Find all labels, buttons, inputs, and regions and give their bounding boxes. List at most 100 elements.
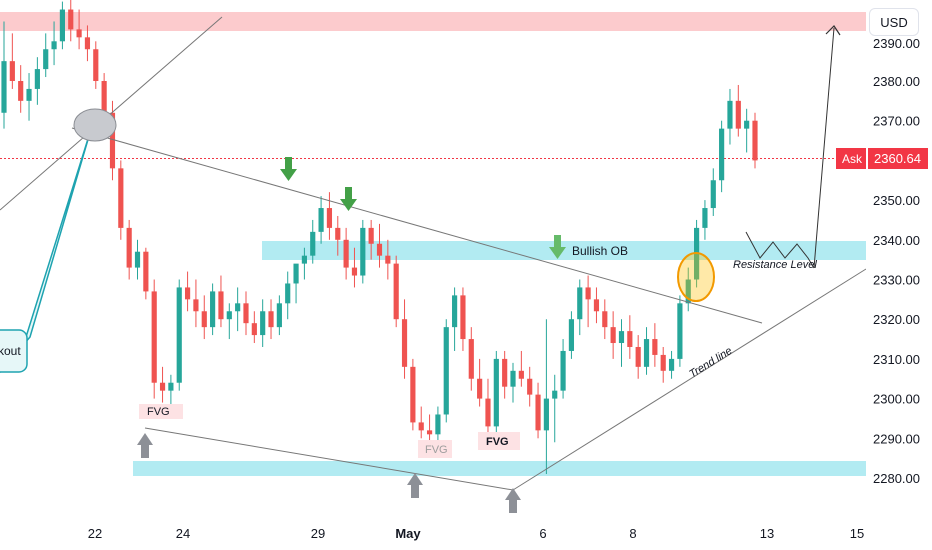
candle-up [552,390,558,399]
candle-up [435,414,441,435]
candle-up [577,287,583,320]
time-tick-label: 6 [539,526,546,541]
candle-up [301,255,307,264]
fvg-label-bg-1 [139,404,183,419]
fvg-label-bg-2 [418,440,452,458]
candle-down [126,227,132,268]
candle-up [510,370,516,387]
candle-up [285,283,291,304]
candle-down [652,339,658,355]
green-down-arrow [549,235,566,259]
candle-down [335,227,341,240]
candle-down [93,49,99,81]
currency-label: USD [880,14,908,30]
candle-down [268,311,274,328]
candle-up [43,49,49,70]
candle-up [226,311,232,320]
candle-down [593,299,600,312]
price-tick-label: 2300.00 [873,392,920,407]
breakout-circle [73,108,117,142]
candle-down [635,346,641,367]
upper-trend-line [71,127,763,324]
candle-down [735,100,741,129]
candle-down [468,339,474,379]
candle-down [385,255,391,264]
candle-up [293,263,299,284]
candle-down [326,208,333,228]
time-tick-label: 22 [88,526,102,541]
candle-up [51,41,57,50]
trend-line-label: Trend line [687,345,734,381]
price-axis-ticks: 2280.00 2290.00 2300.00 2310.00 2320.00 2330.… [873,74,920,486]
candle-down [368,227,374,244]
time-axis[interactable] [0,515,932,550]
green-down-arrow [280,157,297,181]
candle-down [193,299,199,312]
gray-up-arrow [505,488,521,513]
candle-up [493,358,499,427]
candle-up [727,100,733,129]
candle-up [719,128,725,181]
candle-up [235,303,241,312]
candle-down [109,112,116,169]
candle-down [401,319,408,367]
breakout-callout-box [0,329,28,373]
price-tick-label: 2350.00 [873,193,920,208]
candle-down [9,61,15,81]
candle-down [410,366,416,423]
time-tick-label: 13 [760,526,774,541]
price-tick-label: 2370.00 [873,114,920,129]
candle-down [151,291,157,383]
lower-support-zone [133,461,866,476]
candle-down [660,354,666,371]
candle-up [452,295,458,328]
ask-label-box [836,148,866,169]
candle-down [627,331,633,347]
candle-down [143,251,149,292]
resistance-zone [0,12,866,31]
price-tick-top: 2390.00 [873,36,920,51]
candle-down [418,422,424,431]
fvg-label-2: FVG [425,444,448,456]
candle-up [318,208,324,232]
candle-down [502,358,508,387]
candle-down [351,267,358,276]
candle-up [568,319,575,351]
price-tick-label: 2320.00 [873,312,920,327]
bullish-ob-label: Bullish OB [572,244,628,258]
candle-down [76,29,82,38]
candle-down [101,81,107,113]
green-down-arrow [340,187,357,211]
candle-down [84,37,91,50]
price-axis[interactable] [866,0,932,515]
candle-down [68,9,74,30]
currency-selector-button[interactable]: USD [869,8,919,36]
candle-up [702,208,708,228]
candle-down [610,327,616,344]
candle-up [677,303,683,359]
price-tick-label: 2290.00 [873,431,920,446]
candle-down [159,382,166,391]
ask-price: 2360.64 [874,151,921,166]
candle-up [168,382,174,391]
breakout-line [0,16,223,211]
candle-up [134,251,141,268]
candle-up [276,303,282,328]
time-tick-label: 29 [311,526,325,541]
candle-up [26,88,32,101]
candle-down [118,168,124,228]
ask-price-box [868,148,928,169]
time-tick-label: 24 [176,526,190,541]
candle-down [752,120,758,161]
candle-down [393,263,399,320]
candle-up [360,227,366,276]
candle-down [201,311,207,328]
resistance-zigzag [745,231,815,269]
candle-up [260,311,266,336]
candle-up [668,358,675,371]
time-tick-label: 8 [629,526,636,541]
fvg-label-1: FVG [147,406,170,418]
price-tick-label: 2310.00 [873,352,920,367]
rising-trend-line [512,268,867,491]
